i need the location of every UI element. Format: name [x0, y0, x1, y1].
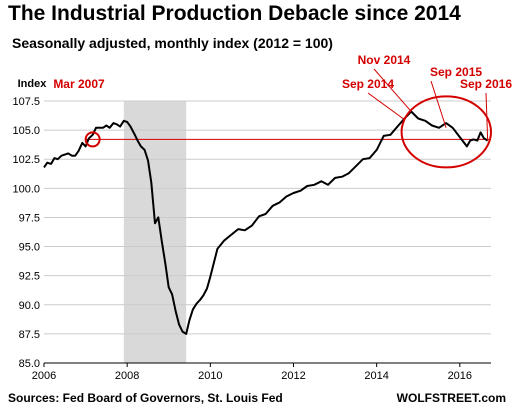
x-tick-label: 2008	[115, 370, 139, 382]
y-tick-label: 90.0	[19, 300, 40, 312]
chart-subtitle: Seasonally adjusted, monthly index (2012…	[12, 35, 333, 51]
annotation-leader-sep-2014	[367, 92, 405, 121]
brand-label: WOLFSTREET.com	[396, 391, 506, 405]
y-tick-label: 92.5	[19, 271, 40, 283]
y-tick-label: 100.0	[12, 183, 40, 195]
annotation-leader-nov-2014	[373, 68, 412, 112]
y-tick-label: 97.5	[19, 212, 40, 224]
annotation-leader-sep-2015	[430, 80, 447, 128]
annotation-label-sep-2016: Sep 2016	[460, 77, 512, 91]
annotation-label-nov-2014: Nov 2014	[358, 53, 411, 67]
y-tick-label: 85.0	[19, 358, 40, 370]
x-tick-label: 2012	[281, 370, 305, 382]
source-note: Sources: Fed Board of Governors, St. Lou…	[8, 391, 283, 405]
x-tick-label: 2006	[32, 370, 56, 382]
y-tick-label: 105.0	[12, 125, 40, 137]
mar-2007-highlight-circle	[84, 131, 101, 148]
y-tick-label: 102.5	[12, 154, 40, 166]
x-tick-label: 2014	[364, 370, 388, 382]
y-axis-label: Index	[18, 78, 48, 90]
recession-band	[123, 101, 187, 363]
highlight-ellipse	[400, 95, 492, 169]
annotation-leader-sep-2016	[485, 92, 489, 141]
x-tick-label: 2010	[198, 370, 222, 382]
annotation-label-mar-2007: Mar 2007	[53, 77, 105, 91]
annotation-label-sep-2014: Sep 2014	[342, 77, 394, 91]
series-line	[43, 110, 489, 335]
annotation-label-sep-2015: Sep 2015	[430, 65, 482, 79]
chart-title: The Industrial Production Debacle since …	[8, 2, 461, 25]
y-tick-label: 107.5	[12, 96, 40, 108]
y-tick-label: 87.5	[19, 329, 40, 341]
y-tick-label: 95.0	[19, 242, 40, 254]
x-tick-label: 2016	[448, 370, 472, 382]
